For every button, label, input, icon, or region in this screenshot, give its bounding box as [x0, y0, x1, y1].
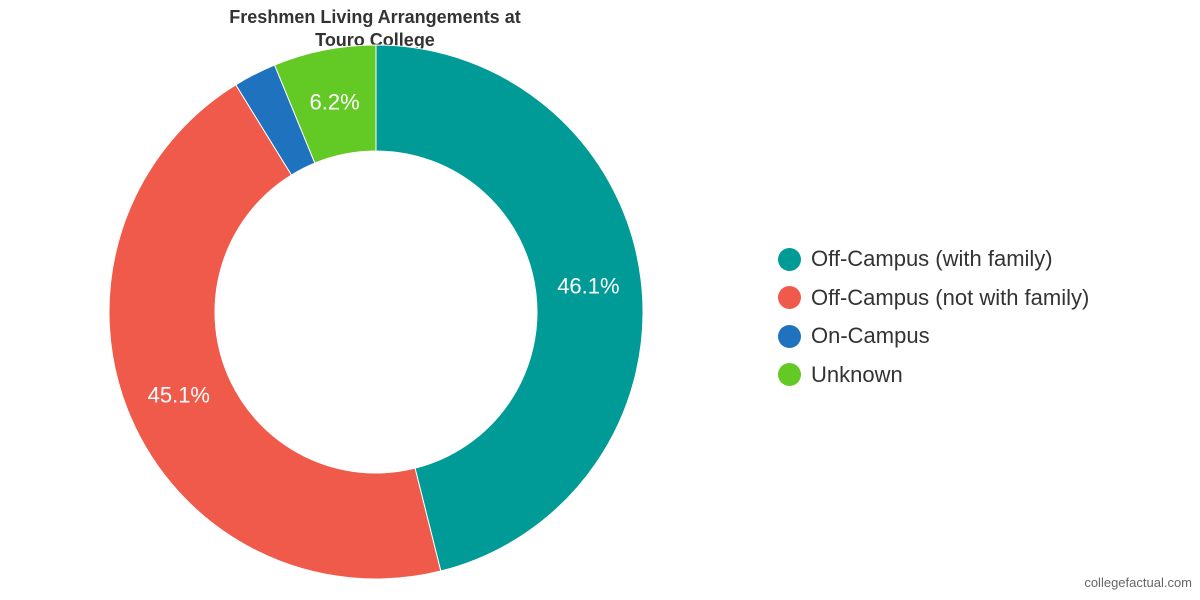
slice-label-off-campus-not-with-family: 45.1%: [148, 383, 210, 408]
legend-label-off-campus-not-with-family: Off-Campus (not with family): [811, 284, 1090, 310]
chart-title-line-1: Freshmen Living Arrangements at: [229, 7, 521, 27]
legend-swatch-unknown: [778, 363, 801, 387]
legend-item-off-campus-with-family[interactable]: Off-Campus (with family): [778, 240, 1089, 279]
slice-label-off-campus-with-family: 46.1%: [557, 273, 619, 298]
chart-title-line-2: Touro College: [315, 30, 435, 50]
donut-slice-off-campus-with-family[interactable]: [375, 44, 644, 572]
legend-label-off-campus-with-family: Off-Campus (with family): [811, 246, 1053, 272]
legend-item-unknown[interactable]: Unknown: [778, 356, 1089, 395]
legend-swatch-off-campus-with-family: [778, 247, 801, 271]
source-credit: collegefactual.com: [1084, 575, 1192, 590]
chart-legend: Off-Campus (with family) Off-Campus (not …: [778, 240, 1089, 394]
legend-label-on-campus: On-Campus: [811, 323, 930, 349]
legend-swatch-off-campus-not-with-family: [778, 286, 801, 310]
donut-slice-unknown[interactable]: [273, 44, 377, 164]
donut-slice-off-campus-not-with-family[interactable]: [108, 84, 442, 580]
legend-item-off-campus-not-with-family[interactable]: Off-Campus (not with family): [778, 279, 1089, 318]
legend-swatch-on-campus: [778, 324, 801, 348]
chart-title: Freshmen Living Arrangements at Touro Co…: [0, 6, 750, 52]
donut-chart: 46.1% 45.1% 6.2%: [108, 44, 644, 580]
slice-label-unknown: 6.2%: [310, 90, 360, 115]
donut-slice-labels: 46.1% 45.1% 6.2%: [148, 90, 620, 408]
legend-item-on-campus[interactable]: On-Campus: [778, 317, 1089, 356]
legend-label-unknown: Unknown: [811, 361, 903, 387]
donut-slices: [108, 44, 644, 580]
